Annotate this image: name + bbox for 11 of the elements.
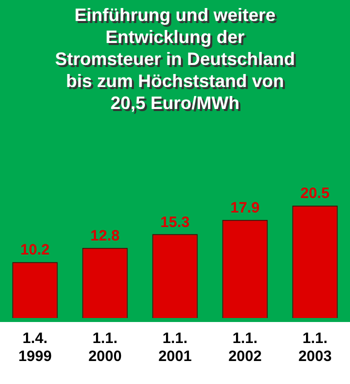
x-tick-label: 1.4. 1999	[18, 330, 52, 366]
data-label: 17.9	[230, 200, 260, 216]
data-label: 15.3	[160, 214, 190, 231]
text: Einführung und weitere Entwicklung der Stromsteuer in Deutschland bis zum Höchststand von 20,5 Euro/MWh	[54, 4, 296, 114]
data-label: 20.5	[300, 185, 330, 202]
x-tick-label: 1.1. 2002	[228, 330, 262, 366]
data-label: 10.2	[20, 242, 50, 259]
x-tick-label: 1.1. 2003	[298, 330, 332, 366]
x-tick-label: 1.1. 2001	[158, 330, 192, 366]
data-label: 12.8	[90, 227, 120, 244]
x-tick-label: 1.1. 2000	[88, 330, 122, 366]
